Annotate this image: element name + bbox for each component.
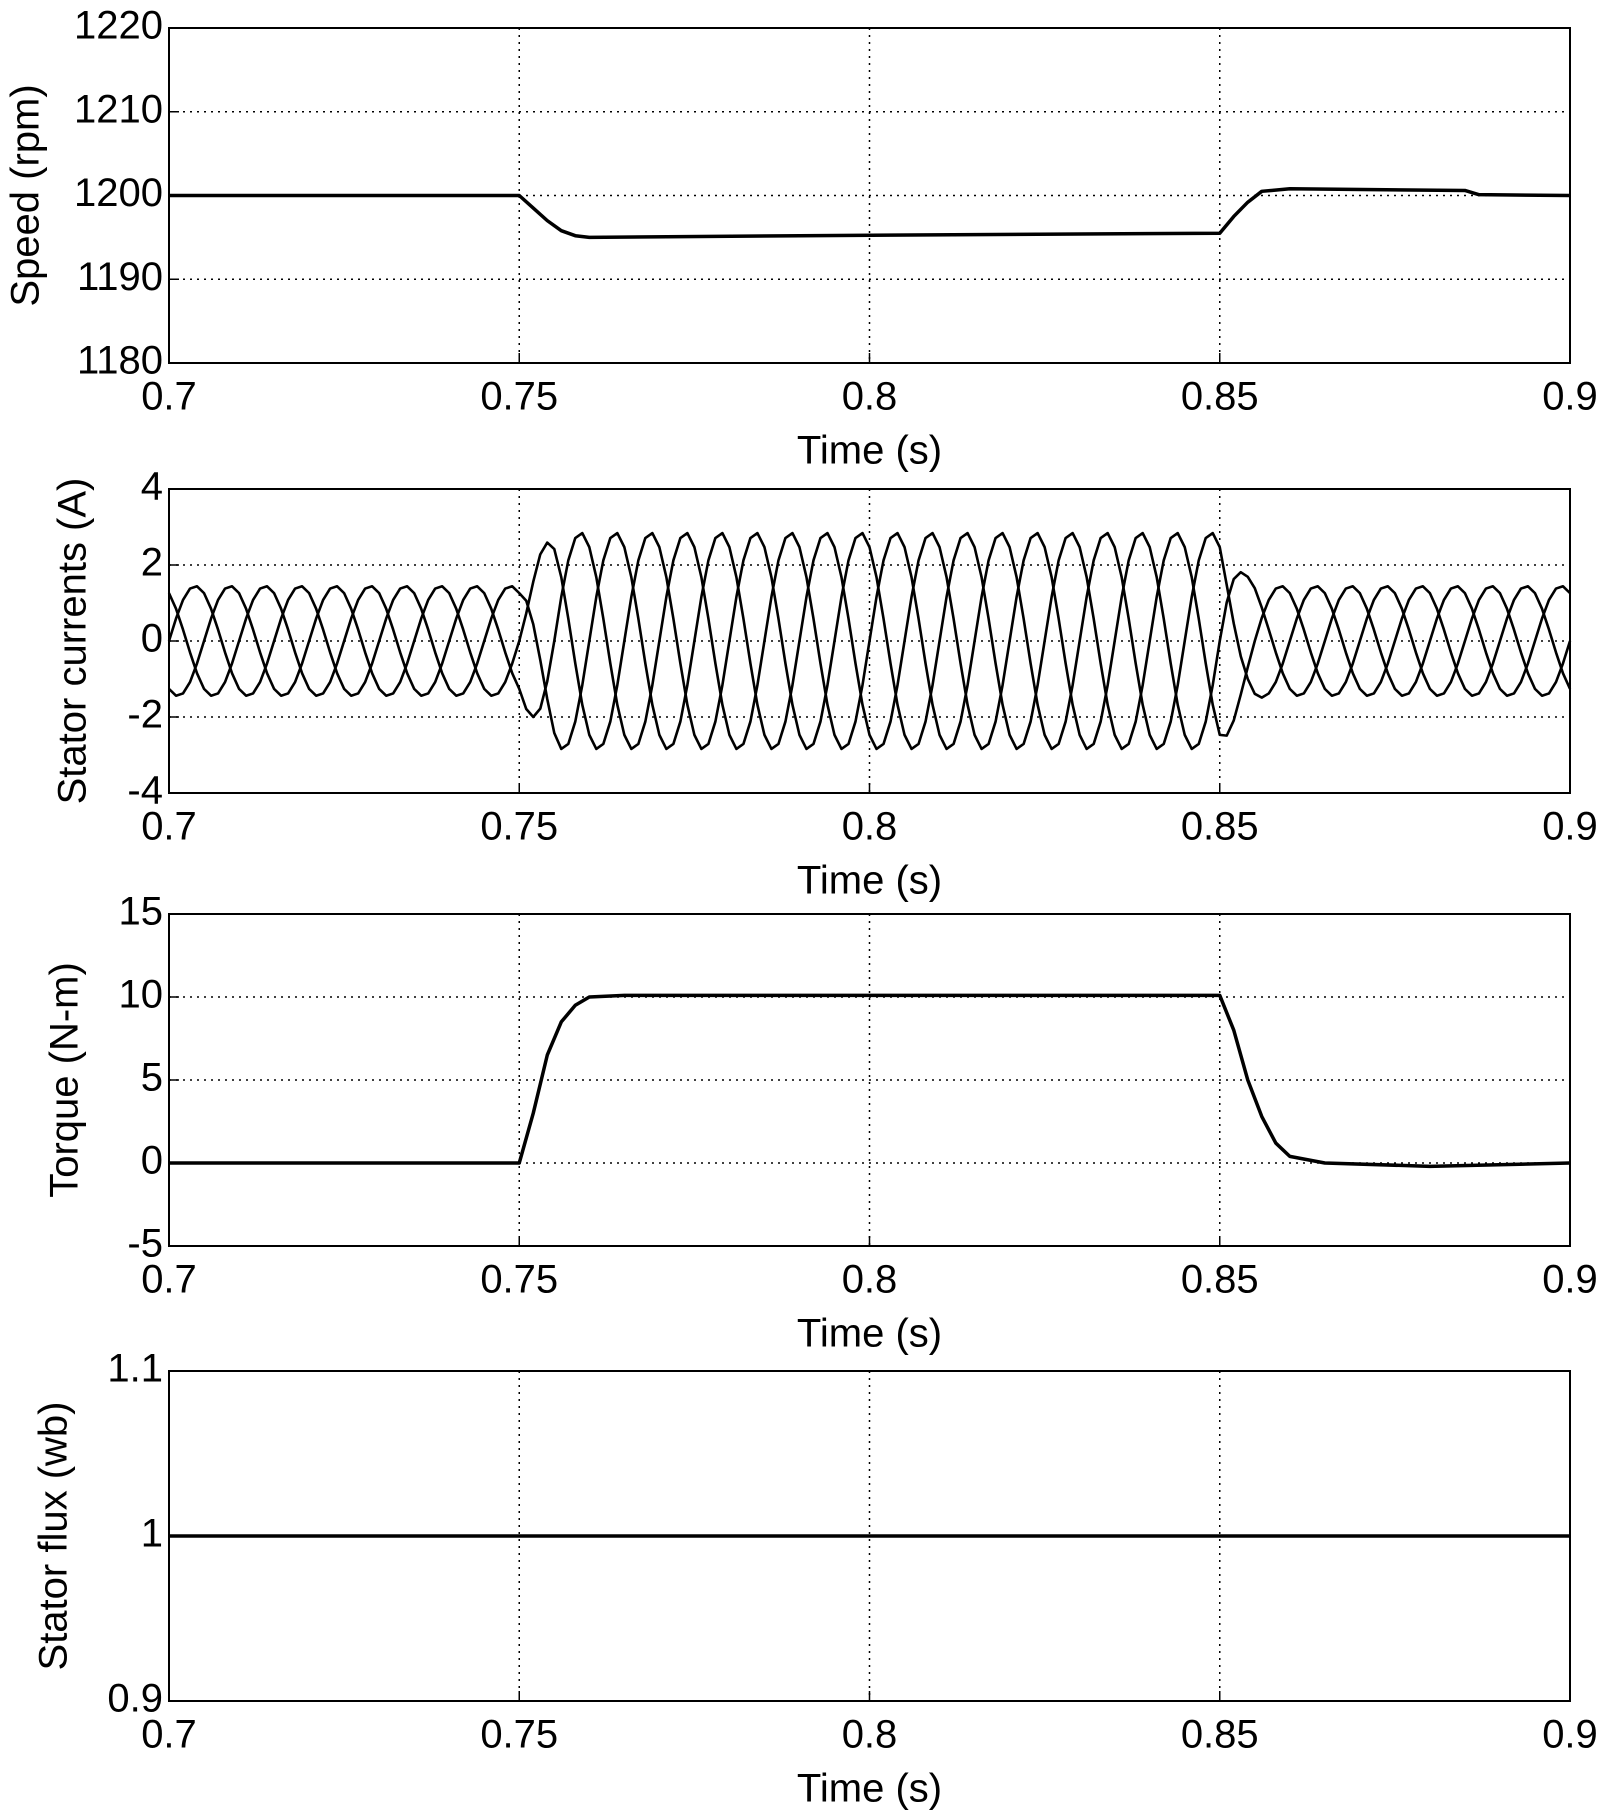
y-tick-label: -4 xyxy=(127,769,163,813)
y-tick-label: 0 xyxy=(141,1139,163,1183)
x-tick-label: 0.9 xyxy=(1542,1258,1598,1302)
y-tick-label: 2 xyxy=(141,541,163,585)
x-axis-label: Time (s) xyxy=(797,1312,942,1356)
x-tick-label: 0.85 xyxy=(1181,1713,1259,1757)
x-tick-label: 0.8 xyxy=(842,1258,898,1302)
y-tick-label: 5 xyxy=(141,1056,163,1100)
y-tick-label: 10 xyxy=(119,973,164,1017)
x-tick-label: 0.9 xyxy=(1542,1713,1598,1757)
x-tick-label: 0.7 xyxy=(141,1713,197,1757)
y-axis-label: Stator flux (wb) xyxy=(32,1402,76,1671)
x-tick-label: 0.75 xyxy=(480,1713,558,1757)
x-axis-label: Time (s) xyxy=(797,859,942,903)
x-tick-label: 0.75 xyxy=(480,375,558,419)
data-line xyxy=(169,993,1571,1169)
axes-box xyxy=(168,913,1571,1247)
axes-box xyxy=(168,27,1571,364)
x-axis-label: Time (s) xyxy=(797,1767,942,1811)
y-tick-label: 1180 xyxy=(77,339,163,383)
data-line xyxy=(167,531,1572,751)
x-tick-label: 0.85 xyxy=(1181,805,1259,849)
x-tick-label: 0.7 xyxy=(141,375,197,419)
axes-box xyxy=(168,488,1571,794)
axes-box xyxy=(168,1370,1571,1702)
y-tick-label: 15 xyxy=(119,890,164,934)
y-tick-label: 0.9 xyxy=(107,1677,163,1721)
y-tick-label: -2 xyxy=(127,693,163,737)
x-tick-label: 0.75 xyxy=(480,1258,558,1302)
x-axis-label: Time (s) xyxy=(797,429,942,473)
y-tick-label: 0 xyxy=(141,617,163,661)
y-tick-label: 4 xyxy=(141,465,163,509)
y-tick-label: -5 xyxy=(127,1222,163,1266)
y-tick-label: 1190 xyxy=(77,255,163,299)
y-tick-label: 1220 xyxy=(74,4,163,48)
y-axis-label: Stator currents (A) xyxy=(51,478,95,805)
x-tick-label: 0.9 xyxy=(1542,375,1598,419)
x-tick-label: 0.85 xyxy=(1181,1258,1259,1302)
y-tick-label: 1200 xyxy=(74,171,163,215)
y-tick-label: 1.1 xyxy=(107,1347,163,1391)
y-axis-label: Speed (rpm) xyxy=(4,84,48,306)
data-line xyxy=(168,531,1572,751)
data-line xyxy=(167,531,1571,751)
x-tick-label: 0.8 xyxy=(842,1713,898,1757)
x-tick-label: 0.9 xyxy=(1542,805,1598,849)
x-tick-label: 0.85 xyxy=(1181,375,1259,419)
x-tick-label: 0.8 xyxy=(842,375,898,419)
data-line xyxy=(169,187,1571,240)
x-tick-label: 0.7 xyxy=(141,805,197,849)
y-axis-label: Torque (N-m) xyxy=(43,962,87,1198)
x-tick-label: 0.8 xyxy=(842,805,898,849)
x-tick-label: 0.7 xyxy=(141,1258,197,1302)
y-tick-label: 1 xyxy=(141,1512,163,1556)
x-tick-label: 0.75 xyxy=(480,805,558,849)
y-tick-label: 1210 xyxy=(74,87,163,131)
